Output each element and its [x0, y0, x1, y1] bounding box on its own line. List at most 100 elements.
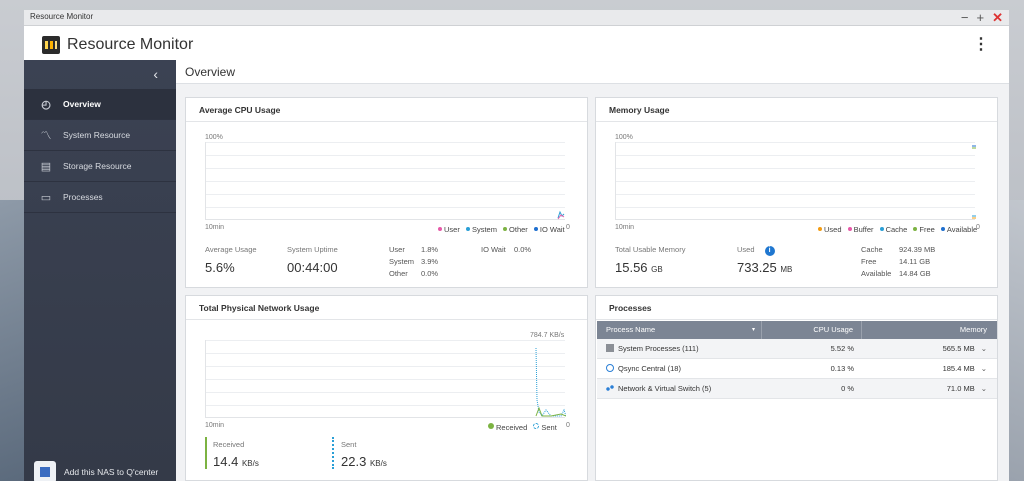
process-name-cell: System Processes (111) — [597, 339, 762, 358]
cpu-other-value: 0.0% — [421, 269, 439, 278]
network-panel-title: Total Physical Network Usage — [186, 296, 587, 320]
column-memory[interactable]: Memory — [959, 325, 987, 334]
memory-panel-title: Memory Usage — [596, 98, 997, 122]
process-name: Network & Virtual Switch (5) — [618, 384, 712, 393]
cpu-io-label: IO Wait — [481, 245, 506, 254]
sidebar-item-processes[interactable]: ▭ Processes — [24, 182, 176, 213]
document-icon: ▭ — [40, 191, 52, 204]
app-window: Resource Monitor ⋮ ‹ ◴ Overview 〽 System… — [24, 26, 1009, 481]
sidebar: ‹ ◴ Overview 〽 System Resource ▤ Storage… — [24, 60, 176, 481]
cpu-other-label: Other — [389, 269, 408, 278]
used-memory-number: 733.25 — [737, 260, 777, 275]
cpu-io-value: 0.0% — [514, 245, 532, 254]
table-row[interactable]: Qsync Central (18) 0.13 % 185.4 MB ⌄ — [597, 359, 997, 379]
legend-sent-dot — [533, 423, 540, 429]
sort-caret-icon: ▾ — [751, 327, 755, 333]
chevron-left-icon: ‹ — [153, 66, 158, 82]
table-row[interactable]: System Processes (111) 5.52 % 565.5 MB ⌄ — [597, 339, 997, 359]
column-process-name[interactable]: Process Name ▾ — [597, 321, 762, 339]
chevron-down-icon[interactable]: ⌄ — [980, 364, 987, 373]
uptime-value: 00:44:00 — [287, 260, 338, 275]
received-indicator — [205, 437, 207, 469]
process-memory-cell: 71.0 MB ⌄ — [862, 379, 995, 398]
memory-graph-lines — [972, 145, 976, 219]
gauge-icon: ◴ — [41, 98, 51, 111]
used-memory-label: Used i — [737, 245, 775, 256]
desktop-wallpaper-left — [0, 200, 24, 481]
legend-system: System — [471, 225, 497, 234]
legend-system-dot — [465, 227, 470, 231]
maximize-button[interactable]: + — [976, 10, 985, 25]
processes-panel: Processes Process Name ▾ CPU Usage Memory… — [595, 295, 998, 481]
process-name-cell: Network & Virtual Switch (5) — [597, 379, 762, 398]
sent-indicator — [332, 437, 334, 469]
legend-cache-dot — [879, 227, 884, 231]
table-row[interactable]: Network & Virtual Switch (5) 0 % 71.0 MB… — [597, 379, 997, 399]
cpu-panel: Average CPU Usage 100% 10min 0 User Syst… — [185, 97, 588, 288]
sent-number: 22.3 — [341, 454, 367, 469]
available-label: Available — [861, 269, 892, 278]
cache-value: 924.39 MB — [899, 245, 936, 254]
process-memory: 71.0 MB — [946, 384, 975, 393]
network-panel: Total Physical Network Usage 784.7 KB/s … — [185, 295, 588, 481]
network-y-top-label: 784.7 KB/s — [530, 332, 565, 339]
legend-available: Available — [946, 225, 978, 234]
column-cpu-usage[interactable]: CPU Usage — [762, 321, 862, 339]
app-header: Resource Monitor ⋮ — [24, 30, 1009, 60]
sidebar-item-overview[interactable]: ◴ Overview — [24, 89, 176, 120]
legend-used: Used — [824, 225, 842, 234]
used-memory-unit: MB — [780, 265, 793, 274]
desktop-wallpaper-right — [1008, 200, 1024, 481]
cpu-avg-value: 5.6% — [205, 260, 235, 275]
legend-used-dot — [818, 227, 822, 231]
chevron-down-icon[interactable]: ⌄ — [980, 344, 987, 353]
promo-text: Add this NAS to Q'center — [64, 467, 159, 477]
sent-label: Sent — [341, 440, 357, 449]
network-graph — [205, 340, 566, 418]
sidebar-item-storage-resource[interactable]: ▤ Storage Resource — [24, 151, 176, 182]
close-button[interactable]: ✕ — [992, 10, 1003, 25]
legend-other: Other — [509, 225, 528, 234]
received-label: Received — [213, 440, 245, 449]
process-cpu: 0 % — [841, 384, 854, 393]
used-label-text: Used — [737, 245, 755, 254]
qsync-icon — [606, 364, 614, 372]
legend-user-dot — [438, 227, 442, 231]
cpu-user-value: 1.8% — [421, 245, 439, 254]
legend-sent: Sent — [541, 423, 557, 432]
collapse-sidebar-button[interactable]: ‹ — [24, 60, 176, 89]
total-memory-value: 15.56 GB — [615, 260, 663, 275]
cpu-x-label: 10min — [205, 224, 225, 231]
processes-table-header: Process Name ▾ CPU Usage Memory — [597, 321, 997, 339]
memory-y-top-label: 100% — [615, 134, 633, 141]
sent-value: 22.3 KB/s — [341, 454, 387, 469]
chevron-down-icon[interactable]: ⌄ — [980, 384, 987, 393]
network-y-bottom-label: 0 — [566, 422, 570, 429]
legend-received: Received — [496, 423, 528, 432]
sidebar-item-label: System Resource — [63, 130, 131, 140]
received-unit: KB/s — [241, 459, 259, 468]
legend-free-dot — [913, 227, 918, 231]
info-icon[interactable]: i — [764, 246, 775, 256]
legend-received-dot — [488, 423, 494, 429]
legend-free: Free — [919, 225, 935, 234]
process-name-cell: Qsync Central (18) — [597, 359, 762, 378]
cpu-graph-lines — [557, 210, 565, 220]
memory-x-label: 10min — [615, 224, 635, 231]
qcenter-promo[interactable]: Add this NAS to Q'center — [34, 461, 174, 481]
received-number: 14.4 — [213, 454, 239, 469]
legend-io: IO Wait — [539, 225, 565, 234]
window-titlebar[interactable]: Resource Monitor − + ✕ — [24, 10, 1009, 26]
kebab-icon[interactable]: ⋮ — [973, 36, 989, 53]
process-name: Qsync Central (18) — [618, 364, 681, 373]
sidebar-item-label: Storage Resource — [63, 161, 132, 171]
process-memory-cell: 565.5 MB ⌄ — [862, 339, 995, 358]
minimize-button[interactable]: − — [960, 10, 969, 25]
cpu-panel-title: Average CPU Usage — [186, 98, 587, 122]
process-memory-cell: 185.4 MB ⌄ — [862, 359, 995, 378]
sidebar-item-system-resource[interactable]: 〽 System Resource — [24, 120, 176, 151]
window-title: Resource Monitor — [30, 12, 94, 21]
network-x-label: 10min — [205, 422, 225, 429]
process-cpu: 5.52 % — [830, 344, 854, 353]
free-label: Free — [861, 257, 877, 266]
